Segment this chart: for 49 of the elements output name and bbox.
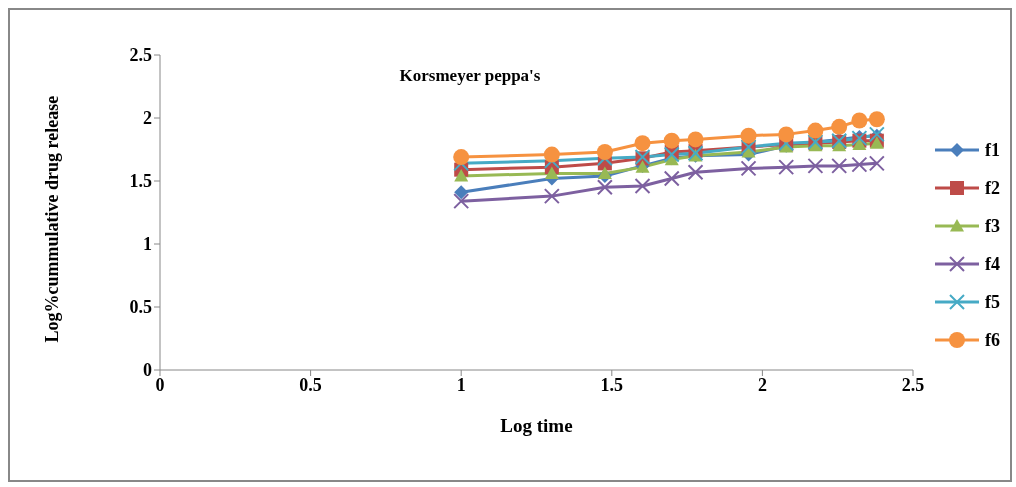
point [454, 185, 469, 200]
legend-label: f3 [985, 215, 1000, 237]
x-tick-label: 0.5 [299, 374, 322, 395]
y-tick-label: 0.5 [129, 297, 152, 318]
point [778, 159, 795, 176]
point [807, 157, 824, 174]
point [740, 127, 757, 144]
point [851, 156, 868, 173]
legend-label: f4 [985, 253, 1000, 275]
legend-label: f6 [985, 329, 1000, 351]
point [543, 188, 560, 205]
point [634, 135, 651, 152]
point [453, 193, 470, 210]
x-tick-label: 2.5 [901, 374, 925, 395]
y-tick-label: 1.5 [129, 171, 152, 192]
point [851, 112, 868, 129]
legend-label: f2 [985, 177, 1000, 199]
y-axis-title: Log%cummulative drug release [42, 95, 63, 343]
point [663, 132, 680, 149]
legend-label: f5 [985, 291, 1000, 313]
point [454, 168, 469, 182]
point [852, 137, 867, 151]
point [453, 149, 470, 166]
point [687, 131, 704, 148]
point [596, 144, 613, 161]
point [634, 178, 651, 195]
point [807, 122, 824, 139]
x-tick-label: 2 [757, 374, 767, 395]
x-tick-label: 1 [456, 374, 466, 395]
point [740, 160, 757, 177]
point [741, 145, 756, 158]
point [831, 118, 848, 135]
legend-label: f1 [985, 139, 1000, 161]
point [543, 146, 560, 163]
x-axis-title: Log time [500, 415, 573, 436]
point [868, 111, 885, 128]
text: Korsmeyer peppa's [398, 66, 542, 86]
point [596, 179, 613, 196]
x-tick-label: 1.5 [600, 374, 624, 395]
point [544, 166, 559, 180]
point [778, 126, 795, 143]
point [663, 170, 680, 187]
y-tick-label: 2 [143, 108, 152, 129]
y-tick-label: 2.5 [129, 45, 152, 66]
y-tick-label: 0 [143, 360, 152, 381]
point [687, 164, 704, 181]
y-tick-label: 1 [143, 234, 152, 255]
point [831, 157, 848, 174]
point [868, 155, 885, 172]
